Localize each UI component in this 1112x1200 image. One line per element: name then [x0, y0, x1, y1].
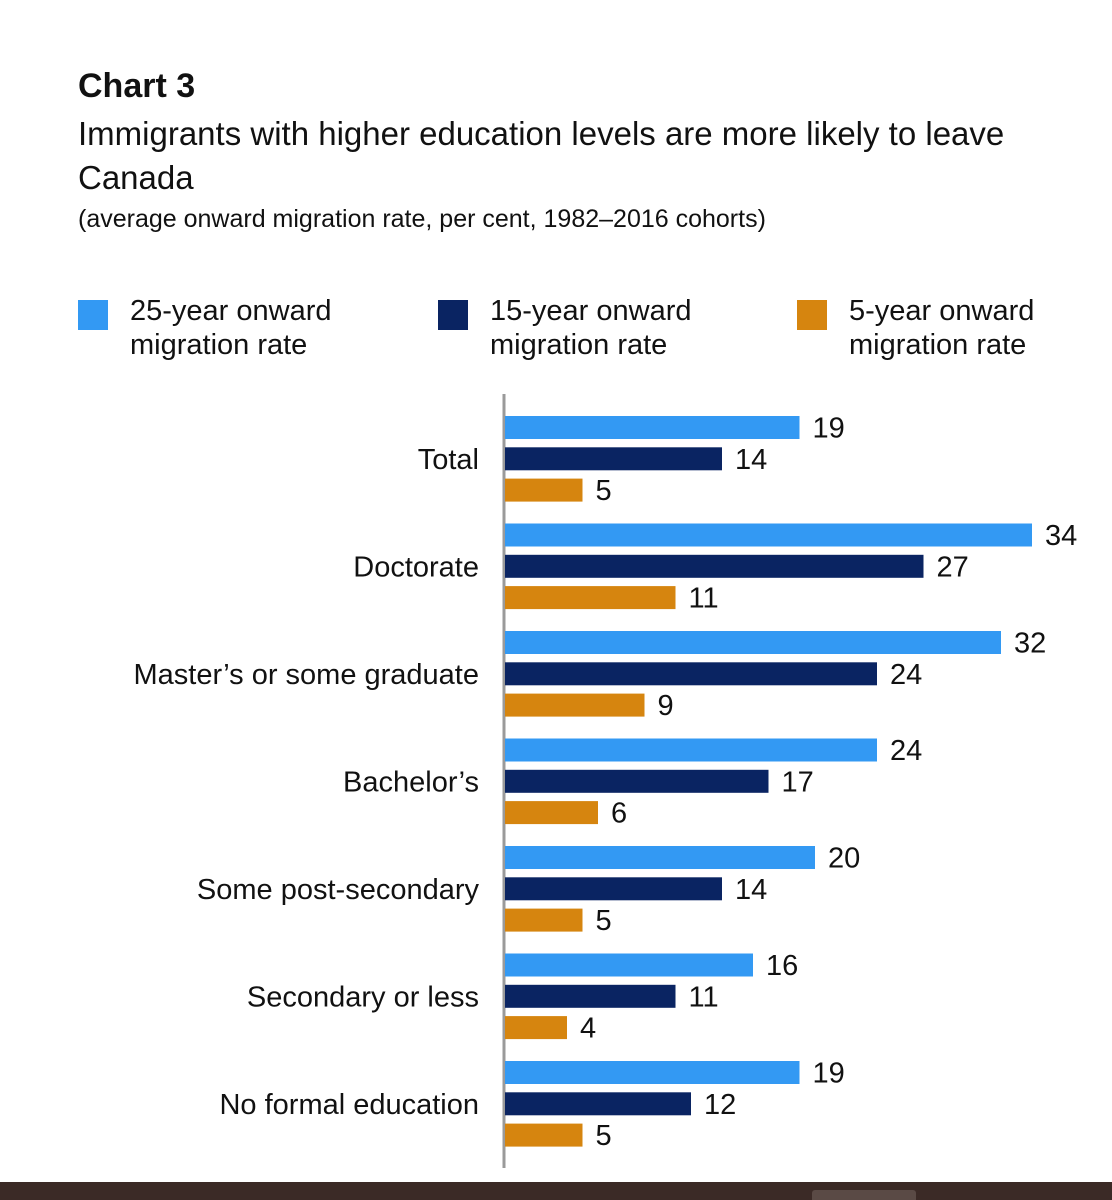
- legend-item-5-year: 5-year onward migration rate: [797, 294, 1109, 362]
- chart-label: Chart 3: [78, 67, 196, 105]
- bar-secondary-or-less-15-year: [505, 984, 676, 1008]
- data-label-secondary-or-less-5-year: 4: [580, 1013, 596, 1045]
- bar-group-total: Total 19 14 5: [418, 413, 845, 508]
- data-label-secondary-or-less-15-year: 11: [689, 981, 719, 1013]
- bar-doctorate-5-year: [505, 586, 676, 610]
- bar-group-some-post-secondary: Some post-secondary 20 14 5: [197, 843, 860, 938]
- data-label-masters-or-some-graduate-5-year: 9: [658, 690, 674, 722]
- legend-label-15-year: 15-year onward migration rate: [490, 295, 692, 361]
- bar-secondary-or-less-25-year: [505, 953, 753, 977]
- data-label-some-post-secondary-15-year: 14: [735, 874, 767, 906]
- data-label-masters-or-some-graduate-25-year: 32: [1014, 628, 1046, 660]
- bar-bachelors-25-year: [505, 738, 877, 762]
- bar-doctorate-25-year: [505, 523, 1032, 547]
- category-label-total: Total: [418, 444, 479, 476]
- category-label-some-post-secondary: Some post-secondary: [197, 874, 480, 906]
- bar-no-formal-education-15-year: [505, 1092, 691, 1116]
- data-label-masters-or-some-graduate-15-year: 24: [890, 659, 922, 691]
- chart-title: Immigrants with higher education levels …: [78, 115, 1005, 196]
- legend-item-25-year: 25-year onward migration rate: [78, 294, 390, 362]
- data-label-total-5-year: 5: [596, 475, 612, 507]
- legend-item-15-year: 15-year onward migration rate: [438, 294, 750, 362]
- bar-total-25-year: [505, 416, 800, 439]
- bar-bachelors-15-year: [505, 769, 769, 793]
- data-label-some-post-secondary-25-year: 20: [828, 843, 860, 875]
- legend-label-25-year: 25-year onward migration rate: [130, 295, 332, 361]
- bar-masters-or-some-graduate-15-year: [505, 662, 877, 686]
- bar-secondary-or-less-5-year: [505, 1016, 567, 1040]
- category-label-masters-or-some-graduate: Master’s or some graduate: [134, 659, 479, 691]
- data-label-doctorate-5-year: 11: [689, 583, 719, 615]
- category-label-no-formal-education: No formal education: [219, 1089, 479, 1121]
- bar-group-bachelors: Bachelor’s 24 17 6: [343, 735, 922, 830]
- window-tab-edge: [812, 1190, 916, 1200]
- data-label-total-15-year: 14: [735, 444, 767, 476]
- bar-doctorate-15-year: [505, 554, 924, 578]
- data-label-total-25-year: 19: [813, 413, 845, 445]
- bar-group-secondary-or-less: Secondary or less 16 11 4: [247, 950, 798, 1045]
- chart-subtitle: (average onward migration rate, per cent…: [78, 205, 766, 233]
- data-label-bachelors-25-year: 24: [890, 735, 922, 767]
- bar-group-masters-or-some-graduate: Master’s or some graduate 32 24 9: [134, 628, 1047, 723]
- legend-swatch-5-year: [797, 300, 827, 330]
- category-label-secondary-or-less: Secondary or less: [247, 981, 479, 1013]
- data-label-no-formal-education-5-year: 5: [596, 1120, 612, 1152]
- bar-masters-or-some-graduate-5-year: [505, 693, 645, 717]
- data-label-doctorate-25-year: 34: [1045, 520, 1077, 552]
- data-label-secondary-or-less-25-year: 16: [766, 950, 798, 982]
- legend-label-5-year: 5-year onward migration rate: [849, 295, 1035, 361]
- bar-no-formal-education-5-year: [505, 1123, 583, 1147]
- category-label-doctorate: Doctorate: [353, 551, 479, 583]
- data-label-some-post-secondary-5-year: 5: [596, 905, 612, 937]
- category-label-bachelors: Bachelor’s: [343, 766, 479, 798]
- bar-group-doctorate: Doctorate 34 27 11: [353, 520, 1077, 615]
- window-bottom-strip: [0, 1182, 1112, 1200]
- data-label-doctorate-15-year: 27: [937, 551, 969, 583]
- bar-total-15-year: [505, 447, 722, 471]
- bar-some-post-secondary-15-year: [505, 877, 722, 901]
- legend-swatch-15-year: [438, 300, 468, 330]
- bar-bachelors-5-year: [505, 801, 598, 825]
- data-label-bachelors-5-year: 6: [611, 798, 627, 830]
- bar-some-post-secondary-5-year: [505, 908, 583, 932]
- data-label-bachelors-15-year: 17: [782, 766, 814, 798]
- legend-swatch-25-year: [78, 300, 108, 330]
- data-label-no-formal-education-25-year: 19: [813, 1058, 845, 1090]
- data-label-no-formal-education-15-year: 12: [704, 1089, 736, 1121]
- bar-no-formal-education-25-year: [505, 1061, 800, 1084]
- bar-group-no-formal-education: No formal education 19 12 5: [219, 1058, 844, 1153]
- bar-total-5-year: [505, 478, 583, 502]
- bar-some-post-secondary-25-year: [505, 846, 815, 869]
- bar-masters-or-some-graduate-25-year: [505, 631, 1001, 654]
